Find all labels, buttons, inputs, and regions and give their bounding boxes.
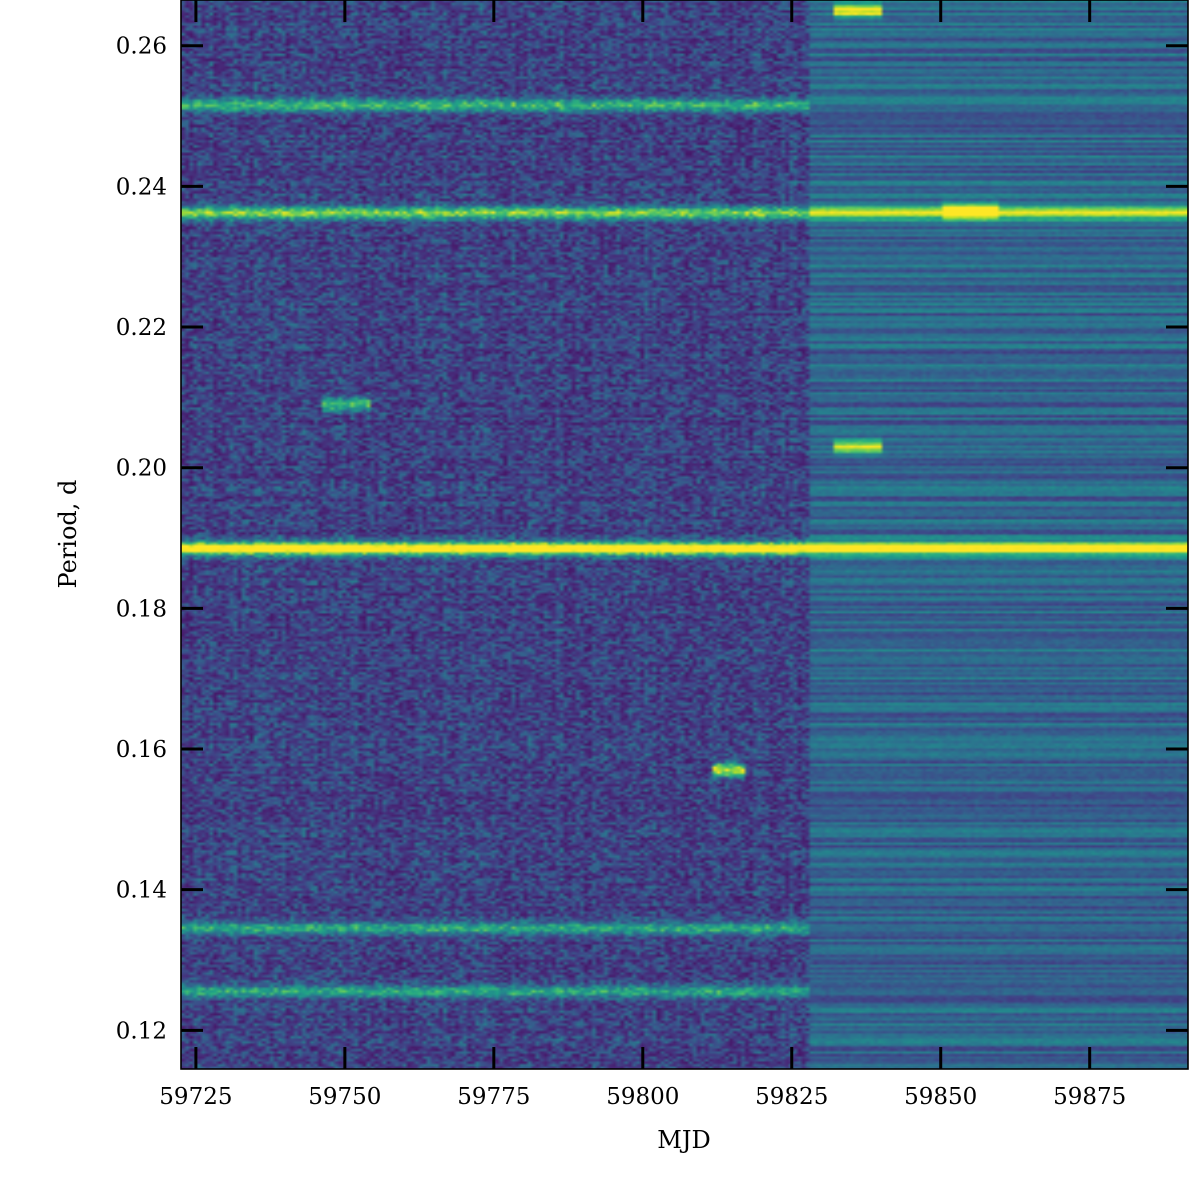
y-tick-label: 0.26 bbox=[116, 34, 167, 60]
y-tick-label: 0.12 bbox=[116, 1018, 167, 1044]
x-tick-label: 59775 bbox=[457, 1084, 530, 1110]
y-tick-label: 0.22 bbox=[116, 315, 167, 341]
y-axis-label: Period, d bbox=[54, 480, 82, 589]
y-tick-label: 0.16 bbox=[116, 737, 167, 763]
y-tick-label: 0.24 bbox=[116, 174, 167, 200]
x-axis-label: MJD bbox=[657, 1126, 710, 1154]
x-tick-label: 59725 bbox=[159, 1084, 232, 1110]
y-tick-label: 0.14 bbox=[116, 878, 167, 904]
x-tick-label: 59825 bbox=[755, 1084, 828, 1110]
x-tick-label: 59850 bbox=[904, 1084, 977, 1110]
x-tick-label: 59875 bbox=[1053, 1084, 1126, 1110]
x-tick-label: 59800 bbox=[606, 1084, 679, 1110]
y-tick-label: 0.20 bbox=[116, 456, 167, 482]
heatmap-image bbox=[181, 0, 1188, 1069]
y-axis: 0.12 0.14 0.16 0.18 0.20 0.22 0.24 0.26 bbox=[116, 34, 1188, 1044]
plot-frame bbox=[180, 0, 1189, 1070]
x-tick-label: 59750 bbox=[308, 1084, 381, 1110]
y-tick-label: 0.18 bbox=[116, 596, 167, 622]
x-axis: 59725 59750 59775 59800 59825 59850 59875 bbox=[159, 0, 1126, 1110]
